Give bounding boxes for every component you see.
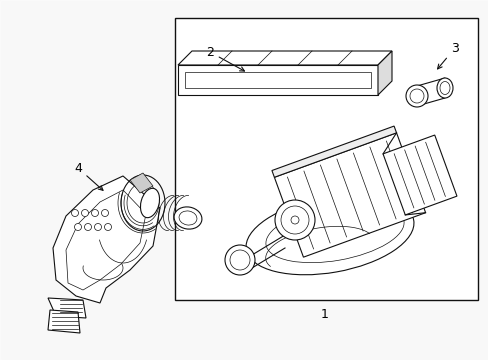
Ellipse shape <box>405 85 427 107</box>
Ellipse shape <box>140 188 159 218</box>
Ellipse shape <box>436 78 452 98</box>
Polygon shape <box>416 78 444 106</box>
Circle shape <box>81 210 88 216</box>
Text: 2: 2 <box>205 45 244 71</box>
Circle shape <box>91 210 98 216</box>
Polygon shape <box>178 65 377 95</box>
Ellipse shape <box>245 195 413 275</box>
Bar <box>175 18 477 300</box>
Circle shape <box>84 224 91 230</box>
Ellipse shape <box>439 81 449 95</box>
Polygon shape <box>48 298 86 318</box>
Polygon shape <box>271 126 396 177</box>
Polygon shape <box>53 176 160 303</box>
Ellipse shape <box>409 89 423 103</box>
Circle shape <box>102 210 108 216</box>
Text: 4: 4 <box>74 162 103 190</box>
Text: 3: 3 <box>437 41 458 69</box>
Ellipse shape <box>229 250 249 270</box>
Circle shape <box>104 224 111 230</box>
Polygon shape <box>178 51 391 65</box>
Ellipse shape <box>224 245 254 275</box>
Circle shape <box>71 210 79 216</box>
Polygon shape <box>130 173 153 193</box>
Ellipse shape <box>274 200 314 240</box>
Text: 1: 1 <box>321 309 328 321</box>
Ellipse shape <box>174 207 202 229</box>
Ellipse shape <box>179 211 197 225</box>
Polygon shape <box>377 51 391 95</box>
Circle shape <box>94 224 102 230</box>
Polygon shape <box>48 310 80 333</box>
Polygon shape <box>274 133 425 257</box>
Polygon shape <box>382 135 456 215</box>
Circle shape <box>74 224 81 230</box>
